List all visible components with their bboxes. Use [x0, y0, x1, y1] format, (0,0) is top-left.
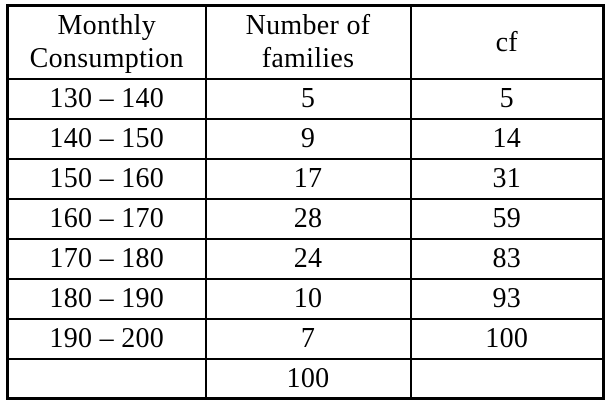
table-row: 130 – 140 5 5	[6, 77, 605, 120]
table-row: 190 – 200 7 100	[6, 317, 605, 360]
header-number-of-families: Number of families	[204, 4, 412, 80]
cell-families: 24	[204, 237, 412, 280]
frequency-distribution-table: Monthly Consumption Number of families c…	[6, 4, 605, 400]
cell-cf: 31	[409, 157, 605, 200]
cell-families: 10	[204, 277, 412, 320]
cell-interval: 140 – 150	[6, 117, 207, 160]
cell-interval-empty	[6, 357, 207, 400]
cell-interval: 180 – 190	[6, 277, 207, 320]
table-row: 160 – 170 28 59	[6, 197, 605, 240]
cell-families-total: 100	[204, 357, 412, 400]
cell-interval: 160 – 170	[6, 197, 207, 240]
cell-families: 17	[204, 157, 412, 200]
table-total-row: 100	[6, 357, 605, 400]
cell-interval: 150 – 160	[6, 157, 207, 200]
cell-cf: 5	[409, 77, 605, 120]
cell-families: 5	[204, 77, 412, 120]
cell-families: 7	[204, 317, 412, 360]
cell-interval: 130 – 140	[6, 77, 207, 120]
header-monthly-consumption: Monthly Consumption	[6, 4, 207, 80]
cell-interval: 190 – 200	[6, 317, 207, 360]
cell-families: 9	[204, 117, 412, 160]
cell-families: 28	[204, 197, 412, 240]
cell-cf-empty	[409, 357, 605, 400]
cell-cf: 59	[409, 197, 605, 240]
table-row: 170 – 180 24 83	[6, 237, 605, 280]
cell-cf: 100	[409, 317, 605, 360]
cell-cf: 83	[409, 237, 605, 280]
cell-cf: 93	[409, 277, 605, 320]
table-row: 180 – 190 10 93	[6, 277, 605, 320]
header-cf: cf	[409, 4, 605, 80]
table-row: 150 – 160 17 31	[6, 157, 605, 200]
table-header-row: Monthly Consumption Number of families c…	[6, 4, 605, 80]
cell-cf: 14	[409, 117, 605, 160]
cell-interval: 170 – 180	[6, 237, 207, 280]
table-row: 140 – 150 9 14	[6, 117, 605, 160]
